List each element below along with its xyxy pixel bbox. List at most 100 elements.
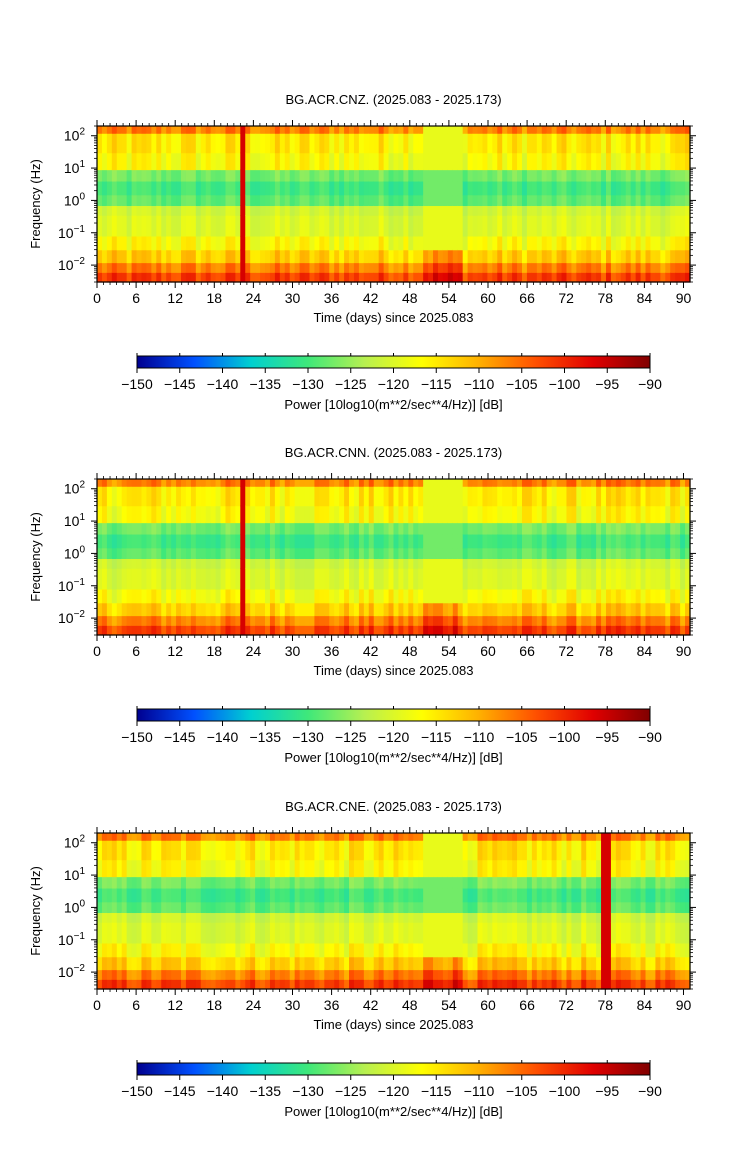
heatmap-cell: [146, 215, 152, 237]
heatmap-cell: [225, 568, 232, 590]
heatmap-cell: [541, 615, 548, 626]
heatmap-cell: [442, 205, 449, 216]
x-tick-label: 78: [597, 643, 613, 659]
heatmap-cell: [680, 215, 686, 237]
heatmap-cell: [299, 533, 306, 549]
heatmap-cell: [215, 922, 222, 944]
heatmap-cell: [269, 922, 276, 944]
heatmap-cell: [195, 505, 202, 524]
heatmap-cell: [146, 533, 152, 549]
heatmap-cell: [670, 912, 676, 923]
heatmap-cell: [625, 180, 632, 196]
heatmap-cell: [398, 479, 404, 487]
heatmap-cell: [645, 272, 652, 283]
heatmap-cell: [630, 169, 637, 182]
heatmap-cell: [423, 262, 429, 273]
heatmap-cell: [670, 887, 676, 903]
heatmap-cell: [141, 169, 148, 182]
heatmap-cell: [625, 615, 632, 626]
heatmap-cell: [457, 922, 464, 944]
heatmap-cell: [319, 235, 325, 251]
heatmap-cell: [408, 262, 414, 273]
heatmap-cell: [324, 615, 330, 626]
heatmap-cell: [388, 588, 395, 604]
heatmap-cell: [398, 235, 404, 251]
heatmap-cell: [596, 152, 602, 171]
heatmap-cell: [349, 126, 355, 134]
heatmap-cell: [279, 152, 286, 171]
heatmap-cell: [423, 625, 429, 636]
heatmap-cell: [413, 194, 419, 207]
heatmap-cell: [586, 833, 592, 841]
heatmap-cell: [472, 833, 479, 841]
heatmap-cell: [675, 133, 681, 154]
heatmap-cell: [526, 215, 533, 237]
heatmap-cell: [339, 505, 345, 524]
heatmap-cell: [353, 588, 360, 604]
heatmap-cell: [309, 235, 316, 251]
heatmap-cell: [566, 194, 572, 207]
heatmap-cell: [358, 840, 365, 861]
heatmap-cell: [675, 876, 681, 889]
heatmap-cell: [452, 840, 459, 861]
heatmap-cell: [111, 235, 118, 251]
heatmap-cell: [245, 615, 251, 626]
heatmap-cell: [462, 152, 469, 171]
heatmap-cell: [210, 969, 217, 980]
heatmap-cell: [97, 152, 103, 171]
heatmap-cell: [566, 262, 572, 273]
heatmap-cell: [551, 262, 558, 273]
heatmap-cell: [126, 615, 133, 626]
heatmap-cell: [536, 625, 543, 636]
heatmap-cell: [556, 615, 563, 626]
heatmap-cell: [329, 615, 335, 626]
heatmap-cell: [581, 969, 587, 980]
heatmap-cell: [517, 194, 523, 207]
heatmap-cell: [610, 533, 617, 549]
heatmap-cell: [591, 602, 597, 617]
heatmap-cell: [423, 215, 429, 237]
heatmap-cell: [640, 588, 647, 604]
heatmap-cell: [521, 180, 528, 196]
heatmap-cell: [111, 486, 118, 507]
heatmap-cell: [566, 133, 572, 154]
heatmap-cell: [245, 205, 251, 216]
heatmap-cell: [166, 486, 172, 507]
heatmap-cell: [457, 272, 464, 283]
heatmap-cell: [408, 615, 414, 626]
heatmap-cell: [546, 558, 553, 569]
heatmap-cell: [477, 625, 484, 636]
heatmap-cell: [171, 979, 177, 990]
heatmap-cell: [561, 969, 568, 980]
heatmap-cell: [625, 625, 632, 636]
heatmap-cell: [210, 272, 217, 283]
heatmap-cell: [116, 169, 123, 182]
heatmap-cell: [482, 912, 488, 923]
heatmap-cell: [383, 505, 390, 524]
heatmap-cell: [551, 912, 558, 923]
heatmap-cell: [620, 522, 627, 535]
heatmap-cell: [650, 133, 657, 154]
heatmap-cell: [610, 249, 617, 264]
heatmap-cell: [121, 262, 128, 273]
heatmap-cell: [452, 169, 459, 182]
heatmap-cell: [660, 876, 666, 889]
heatmap-cell: [289, 169, 296, 182]
x-tick-label: 6: [132, 643, 140, 659]
heatmap-cell: [660, 505, 666, 524]
heatmap-cell: [314, 547, 320, 560]
heatmap-cell: [541, 249, 548, 264]
heatmap-cell: [245, 235, 251, 251]
heatmap-cell: [190, 262, 197, 273]
heatmap-cell: [358, 912, 365, 923]
heatmap-cell: [289, 522, 296, 535]
heatmap-cell: [116, 235, 123, 251]
heatmap-cell: [101, 979, 108, 990]
heatmap-cell: [230, 922, 236, 944]
heatmap-cell: [299, 912, 306, 923]
heatmap-cell: [408, 522, 414, 535]
heatmap-cell: [319, 547, 325, 560]
heatmap-cell: [512, 615, 518, 626]
heatmap-cell: [601, 558, 607, 569]
heatmap-cell: [334, 235, 340, 251]
